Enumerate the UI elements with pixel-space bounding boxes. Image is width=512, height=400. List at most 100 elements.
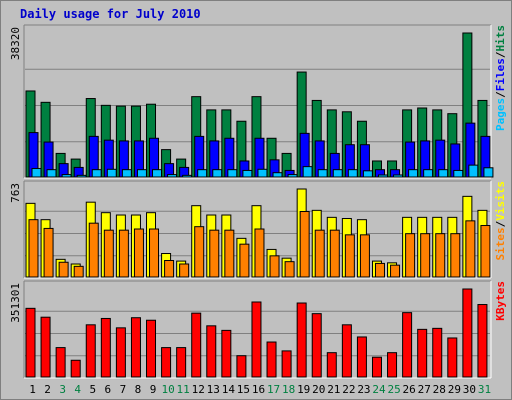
- bar-kbytes: [70, 359, 81, 378]
- day-label: 14: [222, 383, 236, 396]
- bar-sites: [58, 261, 69, 278]
- day-label: 12: [192, 383, 205, 396]
- bar-kbytes: [371, 356, 382, 378]
- bar-sites: [254, 228, 265, 278]
- bar-kbytes: [402, 312, 413, 378]
- day-label: 11: [177, 383, 190, 396]
- bar-kbytes: [296, 302, 307, 378]
- day-label: 9: [150, 383, 157, 396]
- day-label: 15: [237, 383, 250, 396]
- bar-sites: [299, 211, 310, 278]
- legend-separator: /: [494, 51, 507, 58]
- bar-pages: [438, 169, 449, 178]
- bar-sites: [269, 255, 280, 278]
- bar-pages: [76, 174, 87, 178]
- bar-sites: [359, 234, 370, 278]
- bar-kbytes: [115, 327, 126, 378]
- bar-sites: [179, 263, 190, 278]
- bar-sites: [344, 234, 355, 278]
- bar-sites: [103, 229, 114, 278]
- bar-pages: [377, 174, 388, 178]
- day-label: 21: [327, 383, 340, 396]
- legend-item-pages: Pages: [494, 98, 507, 131]
- day-label: 17: [267, 383, 280, 396]
- day-label: 20: [312, 383, 325, 396]
- bar-sites: [405, 233, 416, 278]
- legend-separator: /: [494, 220, 507, 227]
- bar-kbytes: [236, 355, 247, 378]
- day-label: 18: [282, 383, 295, 396]
- bar-kbytes: [387, 352, 398, 378]
- bar-pages: [182, 174, 193, 178]
- bar-pages: [227, 169, 238, 178]
- day-label: 27: [418, 383, 431, 396]
- bar-sites: [329, 229, 340, 278]
- max-value-label: 38320: [9, 27, 22, 60]
- legend-item-files: Files: [494, 58, 507, 91]
- bar-sites: [374, 262, 385, 278]
- day-label: 13: [207, 383, 220, 396]
- bar-sites: [450, 233, 461, 278]
- bar-kbytes: [281, 350, 292, 378]
- bar-sites: [284, 261, 295, 278]
- bar-sites: [420, 233, 431, 278]
- bar-pages: [31, 168, 42, 178]
- legend-hits: Pages/Files/Hits: [494, 25, 507, 131]
- bar-sites: [480, 225, 491, 278]
- legend-item-kbytes: KBytes: [494, 281, 507, 321]
- day-label: 1: [29, 383, 36, 396]
- bar-kbytes: [356, 336, 367, 378]
- day-label: 8: [135, 383, 142, 396]
- bar-kbytes: [432, 327, 443, 378]
- bar-kbytes: [326, 352, 337, 378]
- bar-kbytes: [176, 347, 187, 378]
- bar-kbytes: [341, 324, 352, 378]
- bar-pages: [121, 169, 132, 178]
- day-label: 6: [105, 383, 112, 396]
- bar-sites: [73, 265, 84, 278]
- day-label: 30: [463, 383, 476, 396]
- bar-pages: [257, 168, 268, 178]
- bar-kbytes: [161, 347, 172, 378]
- day-label: 29: [448, 383, 461, 396]
- day-label: 26: [403, 383, 416, 396]
- max-value-label: 351301: [9, 283, 22, 323]
- bar-kbytes: [251, 301, 262, 378]
- bar-pages: [483, 167, 494, 178]
- bar-pages: [423, 169, 434, 178]
- bar-sites: [314, 229, 325, 278]
- legend-item-sites: Sites: [494, 227, 507, 260]
- bar-pages: [347, 169, 358, 178]
- day-label: 22: [342, 383, 355, 396]
- max-value-label: 763: [9, 183, 22, 203]
- bar-pages: [393, 174, 404, 178]
- bar-sites: [164, 260, 175, 278]
- bar-pages: [197, 169, 208, 178]
- bar-sites: [465, 220, 476, 278]
- bar-pages: [242, 169, 253, 178]
- bar-pages: [212, 169, 223, 178]
- bar-pages: [468, 164, 479, 178]
- bar-pages: [152, 169, 163, 178]
- legend-item-visits: Visits: [494, 181, 507, 221]
- bar-kbytes: [221, 329, 232, 378]
- legend-separator: /: [494, 91, 507, 98]
- bar-kbytes: [40, 316, 51, 378]
- bar-pages: [272, 172, 283, 178]
- day-label: 7: [120, 383, 127, 396]
- bar-pages: [106, 168, 117, 178]
- bar-pages: [332, 169, 343, 178]
- legend-item-hits: Hits: [494, 25, 507, 52]
- bar-pages: [362, 170, 373, 178]
- legend-visits: Sites/Visits: [494, 181, 507, 261]
- bar-sites: [118, 229, 129, 278]
- bar-sites: [239, 243, 250, 278]
- bar-kbytes: [146, 319, 157, 378]
- bar-kbytes: [311, 313, 322, 378]
- day-label: 3: [59, 383, 66, 396]
- bar-sites: [43, 227, 54, 278]
- bar-kbytes: [266, 341, 277, 378]
- day-label: 2: [44, 383, 51, 396]
- bar-sites: [88, 222, 99, 278]
- bar-pages: [167, 174, 178, 178]
